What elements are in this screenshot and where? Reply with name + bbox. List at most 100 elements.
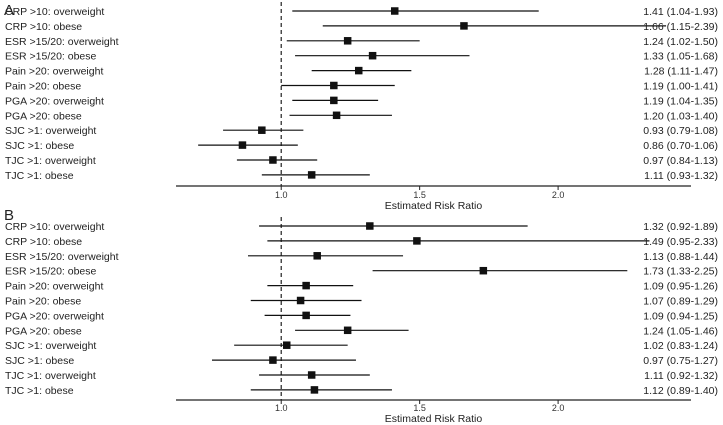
forest-row: CRP >10: obese 1.66 (1.15-2.39) — [5, 21, 718, 33]
point-estimate — [258, 126, 266, 134]
x-tick-label: 2.0 — [552, 190, 565, 200]
estimate-label: 1.12 (0.89-1.40) — [643, 385, 718, 397]
estimate-label: 1.09 (0.95-1.26) — [643, 281, 718, 293]
forest-row: Pain >20: obese 1.07 (0.89-1.29) — [5, 296, 718, 308]
estimate-label: 1.73 (1.33-2.25) — [643, 266, 718, 278]
point-estimate — [302, 281, 310, 290]
forest-row: TJC >1: overweight 0.97 (0.84-1.13) — [5, 155, 718, 167]
point-estimate — [296, 296, 305, 305]
estimate-label: 1.02 (0.83-1.24) — [643, 340, 718, 352]
point-estimate — [269, 156, 277, 164]
forest-row: SJC >1: overweight 1.02 (0.83-1.24) — [5, 340, 718, 352]
forest-row: PGA >20: obese 1.24 (1.05-1.46) — [5, 325, 718, 337]
point-estimate — [330, 96, 338, 105]
x-tick-label: 1.5 — [413, 403, 426, 413]
estimate-label: 1.24 (1.02-1.50) — [643, 36, 718, 48]
forest-row: PGA >20: obese 1.20 (1.03-1.40) — [5, 110, 718, 122]
forest-row: CRP >10: obese 1.49 (0.95-2.33) — [5, 236, 718, 248]
row-label: Pain >20: overweight — [5, 66, 103, 78]
point-estimate — [310, 386, 319, 394]
forest-row: TJC >1: obese 1.11 (0.93-1.32) — [5, 170, 718, 182]
row-label: CRP >10: overweight — [5, 221, 104, 233]
forest-row: ESR >15/20: obese 1.73 (1.33-2.25) — [5, 266, 718, 278]
row-label: CRP >10: obese — [5, 21, 82, 33]
forest-row: ESR >15/20: obese 1.33 (1.05-1.68) — [5, 51, 718, 63]
x-tick-label: 1.0 — [275, 190, 288, 200]
point-estimate — [307, 171, 316, 179]
estimate-label: 1.49 (0.95-2.33) — [643, 236, 718, 248]
point-estimate — [343, 326, 352, 335]
estimate-label: 1.11 (0.92-1.32) — [644, 370, 718, 382]
forest-row: ESR >15/20: overweight 1.13 (0.88-1.44) — [5, 251, 718, 263]
row-label: SJC >1: overweight — [5, 125, 96, 137]
estimate-label: 0.93 (0.79-1.08) — [643, 125, 718, 137]
row-label: TJC >1: overweight — [5, 155, 96, 167]
point-estimate — [238, 141, 247, 149]
row-label: SJC >1: obese — [5, 140, 74, 152]
row-label: ESR >15/20: overweight — [5, 251, 119, 263]
point-estimate — [368, 51, 377, 60]
estimate-label: 1.41 (1.04-1.93) — [643, 6, 718, 18]
row-label: Pain >20: overweight — [5, 281, 103, 293]
estimate-label: 1.07 (0.89-1.29) — [643, 296, 718, 308]
point-estimate — [366, 222, 374, 230]
forest-row: SJC >1: obese 0.97 (0.75-1.27) — [5, 355, 718, 367]
forest-row: PGA >20: overweight 1.19 (1.04-1.35) — [5, 95, 718, 107]
estimate-label: 1.33 (1.05-1.68) — [643, 51, 718, 63]
forest-row: Pain >20: overweight 1.28 (1.11-1.47) — [5, 66, 718, 78]
point-estimate — [343, 37, 352, 45]
point-estimate — [269, 356, 277, 364]
row-label: ESR >15/20: obese — [5, 51, 97, 63]
point-estimate — [413, 237, 421, 245]
panel-label: B — [4, 207, 14, 224]
point-estimate — [390, 7, 399, 15]
point-estimate — [307, 371, 316, 379]
row-label: Pain >20: obese — [5, 81, 81, 93]
estimate-label: 1.28 (1.11-1.47) — [644, 66, 718, 78]
estimate-label: 0.97 (0.84-1.13) — [643, 155, 718, 167]
row-label: TJC >1: obese — [5, 170, 74, 182]
row-label: Pain >20: obese — [5, 296, 81, 308]
row-label: PGA >20: obese — [5, 110, 82, 122]
forest-row: TJC >1: overweight 1.11 (0.92-1.32) — [5, 370, 718, 382]
x-axis-title: Estimated Risk Ratio — [385, 200, 483, 212]
row-label: PGA >20: obese — [5, 325, 82, 337]
point-estimate — [302, 311, 310, 320]
estimate-label: 1.09 (0.94-1.25) — [643, 310, 718, 322]
point-estimate — [460, 22, 468, 30]
forest-row: CRP >10: overweight 1.32 (0.92-1.89) — [5, 221, 718, 233]
estimate-label: 1.19 (1.00-1.41) — [643, 81, 718, 93]
point-estimate — [354, 66, 363, 75]
estimate-label: 1.24 (1.05-1.46) — [643, 325, 718, 337]
row-label: SJC >1: obese — [5, 355, 74, 367]
point-estimate — [479, 266, 488, 275]
row-label: TJC >1: obese — [5, 385, 74, 397]
point-estimate — [330, 81, 338, 90]
point-estimate — [332, 111, 341, 120]
forest-row: CRP >10: overweight 1.41 (1.04-1.93) — [5, 6, 718, 18]
forest-row: Pain >20: obese 1.19 (1.00-1.41) — [5, 81, 718, 93]
forest-row: ESR >15/20: overweight 1.24 (1.02-1.50) — [5, 36, 718, 48]
forest-row: SJC >1: overweight 0.93 (0.79-1.08) — [5, 125, 718, 137]
forest-row: PGA >20: overweight 1.09 (0.94-1.25) — [5, 310, 718, 322]
estimate-label: 1.20 (1.03-1.40) — [643, 110, 718, 122]
row-label: CRP >10: obese — [5, 236, 82, 248]
row-label: CRP >10: overweight — [5, 6, 104, 18]
row-label: PGA >20: overweight — [5, 95, 104, 107]
estimate-label: 0.86 (0.70-1.06) — [643, 140, 718, 152]
row-label: TJC >1: overweight — [5, 370, 96, 382]
point-estimate — [313, 252, 321, 260]
forest-row: TJC >1: obese 1.12 (0.89-1.40) — [5, 385, 718, 397]
row-label: ESR >15/20: obese — [5, 266, 97, 278]
row-label: SJC >1: overweight — [5, 340, 96, 352]
row-label: ESR >15/20: overweight — [5, 36, 119, 48]
estimate-label: 0.97 (0.75-1.27) — [643, 355, 718, 367]
panel-label: A — [4, 2, 14, 19]
estimate-label: 1.19 (1.04-1.35) — [643, 95, 718, 107]
x-tick-label: 1.0 — [275, 403, 288, 413]
forest-row: SJC >1: obese 0.86 (0.70-1.06) — [5, 140, 718, 152]
forest-row: Pain >20: overweight 1.09 (0.95-1.26) — [5, 281, 718, 293]
